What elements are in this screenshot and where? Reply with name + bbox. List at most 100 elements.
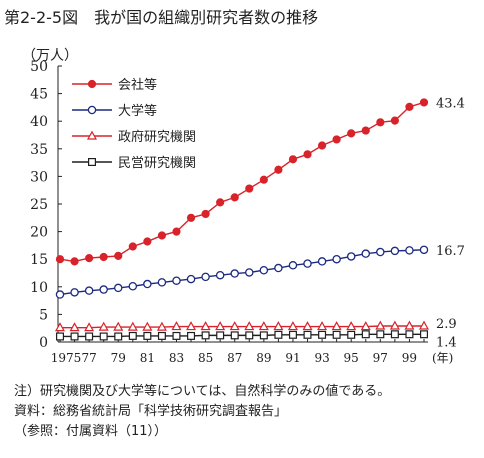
y-axis-title: （万人） <box>22 48 78 64</box>
data-point <box>389 320 400 330</box>
data-point <box>360 321 371 331</box>
data-point <box>201 272 210 282</box>
data-point <box>216 331 225 340</box>
legend-item-0: 会社等 <box>72 77 157 93</box>
data-point <box>346 321 357 331</box>
data-point <box>245 184 254 193</box>
data-point <box>229 321 240 331</box>
data-point <box>230 193 239 202</box>
data-point <box>186 274 196 284</box>
data-point <box>143 331 152 340</box>
data-point <box>98 321 109 331</box>
x-tick-label: 87 <box>227 351 242 365</box>
data-point <box>70 288 79 297</box>
data-point <box>317 321 328 331</box>
data-point <box>274 263 283 273</box>
y-tick-label: 15 <box>30 252 48 268</box>
data-point <box>171 321 182 331</box>
data-point <box>331 321 342 331</box>
data-point <box>128 331 137 340</box>
page-title: 第2-2-5図 我が国の組織別研究者数の推移 <box>4 8 319 27</box>
data-point <box>259 175 268 184</box>
series-layer <box>54 98 430 341</box>
data-point <box>347 330 356 339</box>
legend-label: 会社等 <box>118 77 157 93</box>
end-label: 16.7 <box>436 244 465 259</box>
data-point <box>361 126 370 135</box>
data-point <box>172 331 181 340</box>
data-point <box>143 237 152 246</box>
series-1 <box>55 245 429 299</box>
x-tick-label: 77 <box>81 351 96 365</box>
data-point <box>142 321 153 331</box>
data-point <box>245 268 254 277</box>
data-point <box>156 321 167 331</box>
data-point <box>113 321 124 331</box>
data-point <box>200 321 211 331</box>
data-point <box>332 135 341 144</box>
data-point <box>114 251 123 260</box>
data-point <box>347 129 356 138</box>
legend-marker <box>87 158 96 167</box>
data-point <box>55 255 65 264</box>
data-point <box>318 330 327 339</box>
x-tick-label: 97 <box>373 351 388 365</box>
data-point <box>70 257 79 266</box>
data-point <box>157 231 167 240</box>
data-point <box>375 320 386 330</box>
axes <box>57 66 428 343</box>
x-tick-label: 81 <box>140 351 155 365</box>
data-point <box>361 249 371 258</box>
data-point <box>390 330 399 339</box>
legend-item-2: 政府研究機関 <box>72 130 196 145</box>
data-point <box>346 252 356 261</box>
legend-label: 大学等 <box>118 103 157 119</box>
data-point <box>376 247 385 257</box>
reference-text: （参照：付属資料（11）） <box>14 424 168 439</box>
data-point <box>245 331 254 340</box>
data-point <box>55 332 64 341</box>
x-axis-ticks: 1975 77 79 81 83 85 87 89 91 93 95 97 99 (年) <box>51 339 453 365</box>
data-point <box>127 321 138 331</box>
source-text: 資料：総務省統計局「科学技術研究調査報告」 <box>14 404 288 419</box>
x-tick-label: 83 <box>169 351 184 365</box>
data-point <box>187 331 196 340</box>
data-point <box>244 321 255 331</box>
data-point <box>259 265 269 275</box>
data-point <box>114 332 123 341</box>
data-point <box>157 331 166 340</box>
series-2 <box>54 320 430 332</box>
data-point <box>215 270 225 280</box>
series-line <box>59 101 425 263</box>
data-point <box>201 331 210 340</box>
data-point <box>259 331 268 340</box>
data-point <box>273 321 284 331</box>
data-point <box>419 245 429 255</box>
data-point <box>317 141 327 150</box>
end-label: 1.4 <box>436 335 457 350</box>
y-tick-label: 20 <box>30 225 48 241</box>
data-point <box>85 253 94 263</box>
data-point <box>302 321 313 331</box>
data-point <box>404 320 415 330</box>
data-point <box>99 285 108 294</box>
data-point <box>85 332 94 341</box>
x-tick-label: 93 <box>314 351 329 365</box>
x-tick-label: 99 <box>402 351 417 365</box>
data-point <box>99 252 108 262</box>
end-labels: 43.4 16.7 2.9 1.4 <box>436 96 465 350</box>
legend-marker <box>87 105 97 115</box>
series-3 <box>55 330 429 341</box>
data-point <box>84 322 95 332</box>
data-point <box>186 213 196 222</box>
legend-item-3: 民営研究機関 <box>72 156 196 171</box>
data-point <box>128 242 137 251</box>
data-point <box>99 332 108 341</box>
legend-marker <box>87 79 97 89</box>
series-0 <box>55 98 429 266</box>
x-tick-label: 89 <box>256 351 271 365</box>
data-point <box>376 330 385 339</box>
data-point <box>215 321 226 331</box>
legend-item-1: 大学等 <box>72 103 157 119</box>
